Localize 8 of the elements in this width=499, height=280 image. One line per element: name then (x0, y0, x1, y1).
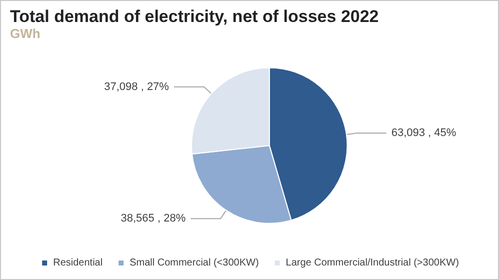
data-label: 38,565 , 28% (120, 212, 186, 225)
data-label: 63,093 , 45% (391, 127, 456, 140)
chart-title: Total demand of electricity, net of losses 2022 (10, 7, 379, 26)
chart-subtitle: GWh (10, 26, 40, 41)
data-label: 37,098 , 27% (104, 80, 170, 93)
legend-label: Small Commercial (<300KW) (130, 258, 259, 268)
legend-label: Residential (53, 258, 103, 268)
legend-label: Large Commercial/Industrial (>300KW) (286, 258, 459, 268)
